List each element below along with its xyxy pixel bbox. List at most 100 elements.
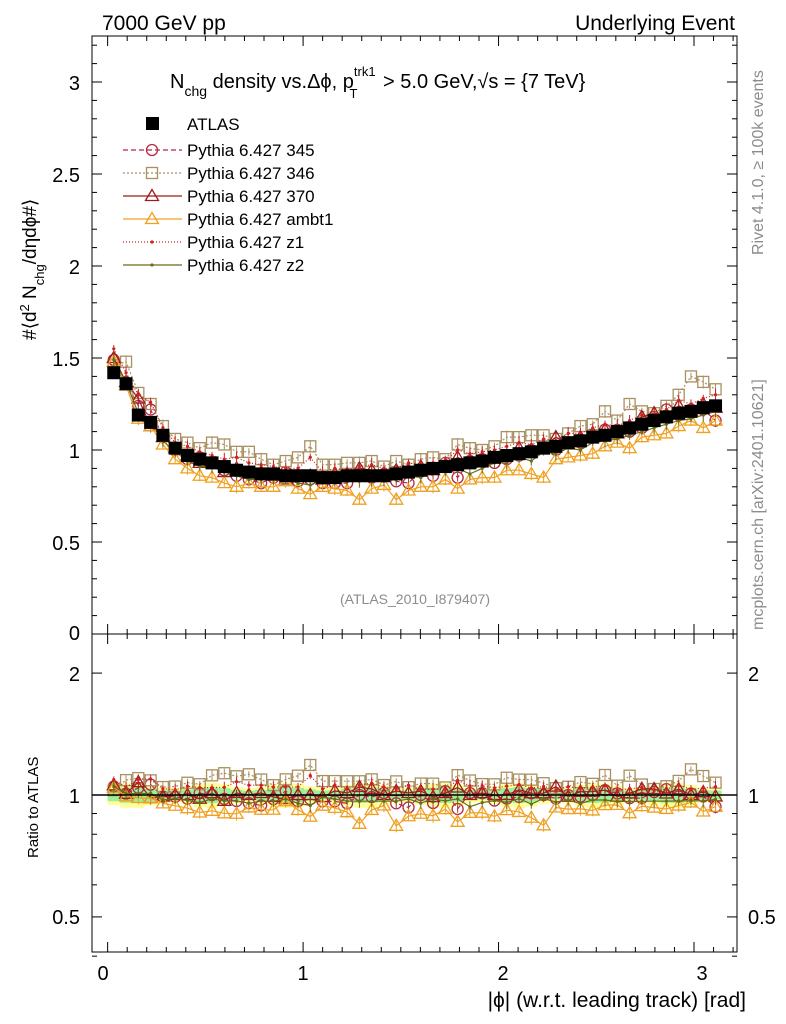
data-marker <box>304 440 317 453</box>
data-marker <box>615 788 619 792</box>
data-marker <box>578 786 583 791</box>
ratio-tick-label-right: 2 <box>748 664 759 686</box>
data-marker <box>173 788 177 792</box>
data-marker <box>218 438 231 451</box>
data-marker <box>228 479 245 492</box>
data-marker <box>578 431 583 436</box>
atlas-data-point <box>647 414 661 428</box>
data-marker <box>677 799 681 803</box>
atlas-data-point <box>549 439 563 453</box>
data-marker <box>394 787 398 791</box>
data-marker <box>598 405 612 418</box>
atlas-data-point <box>524 445 538 459</box>
chart-title: Nchg density vs.Δϕ, ptrk1 T > 5.0 GeV,√s … <box>170 64 586 101</box>
data-marker <box>523 809 539 823</box>
data-marker <box>585 783 601 797</box>
data-marker <box>623 397 636 411</box>
atlas-data-point <box>635 417 649 431</box>
data-marker <box>468 452 472 456</box>
data-marker <box>222 457 226 461</box>
data-marker <box>308 455 312 459</box>
data-marker <box>443 799 447 803</box>
data-marker <box>597 797 613 811</box>
data-marker <box>627 433 632 437</box>
data-marker <box>290 480 306 494</box>
data-marker <box>149 777 153 781</box>
data-marker <box>130 790 146 804</box>
atlas-data-point <box>623 421 637 435</box>
data-marker <box>284 797 288 801</box>
data-marker <box>388 491 404 505</box>
legend-label: Pythia 6.427 370 <box>187 187 315 206</box>
atlas-data-point <box>119 377 133 391</box>
data-marker <box>640 785 644 790</box>
data-marker <box>145 166 159 180</box>
data-marker <box>333 466 337 470</box>
data-marker <box>462 787 478 801</box>
data-marker <box>480 784 484 788</box>
atlas-data-point <box>438 460 452 474</box>
data-marker <box>339 482 355 496</box>
data-marker <box>406 461 411 465</box>
data-marker <box>671 781 687 795</box>
data-marker <box>167 451 183 465</box>
data-marker <box>161 426 165 430</box>
data-marker <box>205 769 219 782</box>
data-marker <box>112 347 116 351</box>
data-marker <box>382 466 386 470</box>
data-marker <box>684 763 698 776</box>
atlas-data-point <box>303 469 317 483</box>
data-marker <box>130 774 146 788</box>
data-marker <box>560 801 576 815</box>
data-marker <box>216 805 232 819</box>
atlas-data-point <box>144 415 158 429</box>
data-marker <box>296 481 300 485</box>
data-marker <box>456 778 460 782</box>
data-marker <box>517 797 521 801</box>
atlas-data-point <box>402 465 416 479</box>
data-marker <box>621 805 638 819</box>
data-marker <box>572 783 589 797</box>
data-marker <box>554 788 558 792</box>
data-marker <box>406 797 411 801</box>
data-marker <box>541 784 546 789</box>
atlas-data-point <box>266 467 280 481</box>
data-marker <box>609 434 625 448</box>
data-marker <box>671 418 687 432</box>
data-marker <box>124 371 128 375</box>
data-marker <box>677 418 681 423</box>
data-marker <box>468 784 472 788</box>
x-tick-label: 2 <box>497 963 508 985</box>
data-marker <box>578 448 583 452</box>
data-marker <box>695 803 711 817</box>
data-marker <box>701 396 705 401</box>
rivet-version-text: Rivet 4.1.0, ≥ 100k events <box>750 70 767 255</box>
data-marker <box>486 469 503 483</box>
data-marker <box>364 781 380 795</box>
x-tick-label: 1 <box>297 963 308 985</box>
legend-label: Pythia 6.427 346 <box>187 164 315 183</box>
data-marker <box>701 786 705 790</box>
data-marker <box>535 817 552 831</box>
data-marker <box>314 797 331 811</box>
data-marker <box>623 769 636 782</box>
data-marker <box>627 418 632 423</box>
data-marker <box>216 475 232 489</box>
ratio-series-line <box>113 774 716 792</box>
data-marker <box>548 799 564 813</box>
atlas-data-point <box>561 436 575 450</box>
data-marker <box>290 787 306 801</box>
data-marker <box>192 467 208 481</box>
atlas-data-point <box>487 450 501 464</box>
data-marker <box>652 799 656 803</box>
data-marker <box>308 774 312 778</box>
data-marker <box>713 785 718 789</box>
data-marker <box>591 798 595 802</box>
ratio-tick-label-left: 2 <box>69 664 80 686</box>
data-marker <box>627 799 632 803</box>
y-tick-label: 2 <box>69 257 80 279</box>
data-marker <box>241 475 257 489</box>
data-marker <box>204 469 220 483</box>
data-marker <box>284 466 288 470</box>
